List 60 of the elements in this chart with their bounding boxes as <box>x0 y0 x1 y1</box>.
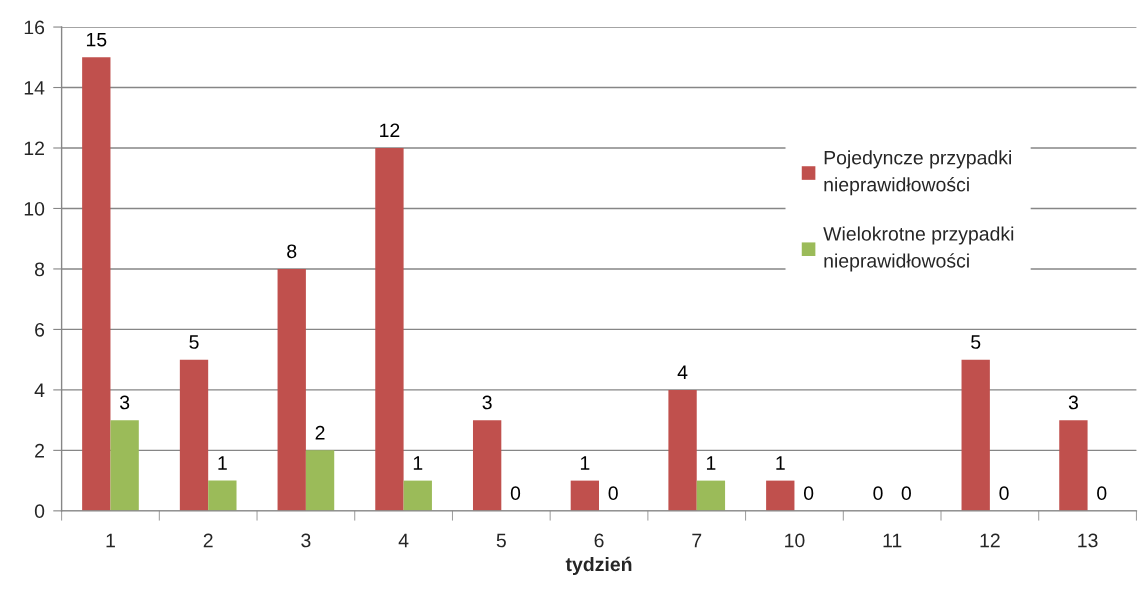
data-label: 3 <box>1068 395 1078 410</box>
x-tick-label: 4 <box>398 533 409 548</box>
bar <box>1059 420 1088 511</box>
data-label: 1 <box>776 456 785 470</box>
bar <box>82 57 111 511</box>
bar <box>472 420 502 511</box>
data-label: 1 <box>706 456 716 470</box>
x-tick-label: 2 <box>203 533 213 548</box>
bar <box>110 420 139 511</box>
x-tick-label: 3 <box>301 533 311 548</box>
data-label: 8 <box>287 244 297 259</box>
data-label: 0 <box>999 486 1009 501</box>
data-label: 0 <box>608 486 618 501</box>
y-tick-label: 0 <box>34 504 45 519</box>
data-label: 0 <box>901 486 911 501</box>
bar <box>179 359 209 511</box>
y-tick-label: 12 <box>24 141 44 156</box>
data-label: 2 <box>315 425 325 440</box>
data-label: 15 <box>86 32 107 47</box>
data-label: 3 <box>119 395 130 410</box>
x-axis-title: tydzień <box>565 556 632 576</box>
data-label: 3 <box>482 395 492 410</box>
x-tick-label: 11 <box>883 533 902 548</box>
data-label: 5 <box>189 335 199 349</box>
data-label: 1 <box>413 456 423 470</box>
bar <box>277 268 306 511</box>
x-tick-label: 6 <box>594 533 604 548</box>
y-tick-label: 6 <box>35 322 45 337</box>
bar <box>668 389 697 511</box>
x-tick-label: 5 <box>496 533 506 548</box>
x-tick-label: 10 <box>785 533 805 548</box>
y-tick-label: 2 <box>35 443 44 458</box>
y-tick-label: 8 <box>34 262 45 277</box>
legend-label: Pojedyncze przypadki nieprawidłowości <box>824 150 1011 196</box>
data-label: 0 <box>803 486 814 501</box>
x-tick-label: 7 <box>692 533 702 548</box>
legend-label: Wielokrotne przypadki nieprawidłowości <box>823 226 1014 272</box>
y-tick-label: 14 <box>24 81 45 95</box>
data-label: 5 <box>971 335 981 349</box>
x-tick-label: 13 <box>1078 533 1098 548</box>
bar <box>375 148 404 511</box>
bar <box>305 450 335 511</box>
data-label: 1 <box>580 456 590 470</box>
x-tick-label: 1 <box>106 533 115 548</box>
data-label: 0 <box>1097 486 1107 501</box>
bar <box>961 359 990 511</box>
data-label: 0 <box>873 486 883 501</box>
bar <box>696 480 726 511</box>
data-label: 1 <box>218 456 227 470</box>
data-label: 0 <box>510 486 521 501</box>
data-label: 4 <box>677 365 688 379</box>
data-label: 12 <box>380 123 400 138</box>
y-tick-label: 10 <box>24 201 45 216</box>
bar <box>403 480 432 511</box>
x-tick-label: 12 <box>980 533 1000 548</box>
bar <box>570 480 600 511</box>
bar <box>208 480 237 511</box>
bar <box>766 480 795 511</box>
y-tick-label: 16 <box>24 20 45 35</box>
y-tick-label: 4 <box>34 383 45 397</box>
